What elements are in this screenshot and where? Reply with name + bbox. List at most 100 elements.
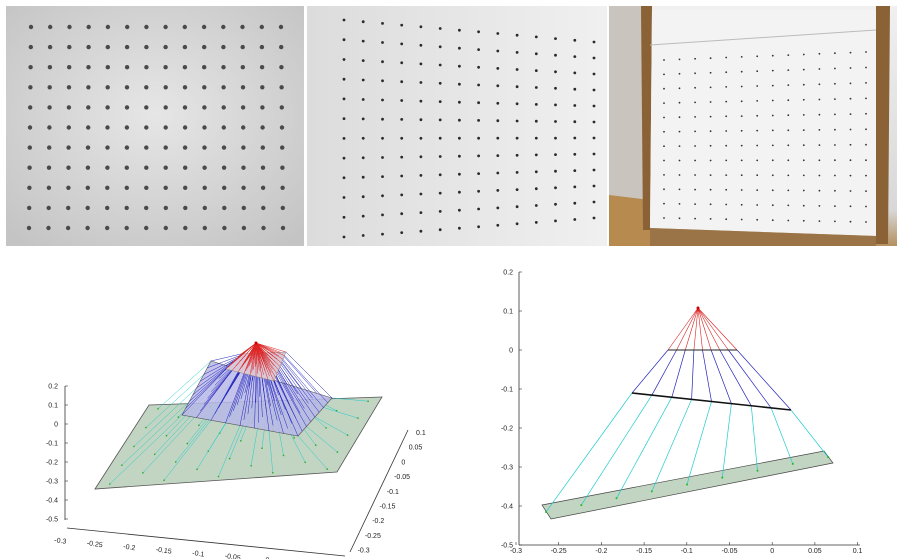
grid-dot	[124, 145, 130, 150]
grid-dot	[86, 125, 91, 130]
far-point	[650, 490, 653, 493]
grid-dot	[515, 171, 519, 174]
apex-ray	[255, 342, 278, 374]
grid-dot	[438, 191, 442, 195]
grid-dot	[105, 85, 110, 90]
grid-dot	[279, 44, 284, 50]
grid-dot	[694, 145, 696, 147]
grid-dot	[554, 219, 557, 223]
grid-dot	[361, 156, 365, 160]
far-ray	[323, 407, 358, 419]
grid-dot	[144, 85, 149, 90]
mid-ray	[247, 369, 254, 415]
grid-dot	[241, 165, 246, 170]
grid-dot	[678, 116, 681, 119]
apex-ray	[255, 342, 285, 356]
grid-dot	[834, 144, 836, 146]
apex-ray	[255, 342, 263, 379]
grid-dot	[496, 189, 500, 192]
grid-dot	[725, 71, 728, 74]
far-ray	[268, 430, 274, 473]
y-tick-label: -0.05	[394, 474, 410, 481]
mid-ray	[199, 359, 236, 382]
grid-dot	[802, 98, 805, 101]
grid-dot	[678, 72, 681, 75]
grid-dot	[771, 84, 774, 87]
far-point	[335, 409, 338, 412]
grid-dot	[259, 65, 265, 70]
grid-dot	[694, 188, 696, 191]
grid-dot	[261, 205, 266, 211]
grid-dot	[182, 65, 188, 70]
grid-dot	[678, 101, 681, 104]
grid-dot	[458, 28, 461, 32]
grid-dot	[240, 44, 245, 50]
grid-dot	[202, 65, 207, 70]
apex-ray	[255, 342, 287, 353]
grid-dot	[241, 205, 246, 211]
grid-dot	[342, 196, 346, 199]
far-point	[153, 453, 156, 456]
grid-dot	[834, 220, 836, 223]
photo-dot-grid-frontal	[6, 6, 304, 246]
z-tick-label: -0.5	[46, 517, 58, 524]
mid-ray	[267, 379, 284, 434]
grid-dot	[400, 212, 404, 216]
grid-dot	[592, 88, 596, 92]
grid-dot	[834, 67, 836, 70]
z-tick-label: -0.3	[46, 479, 58, 486]
grid-dot	[849, 128, 852, 131]
grid-dot	[865, 128, 867, 131]
grid-dot	[400, 155, 404, 159]
apex-ray	[255, 342, 275, 382]
grid-dot	[221, 145, 227, 150]
grid-dot	[554, 136, 557, 140]
far-point	[686, 483, 688, 486]
grid-dot	[124, 125, 130, 130]
far-point	[325, 427, 327, 429]
grid-dot	[477, 30, 480, 34]
x-tick-label: -0.2	[595, 548, 607, 555]
grid-dot	[202, 145, 207, 150]
grid-dot	[361, 234, 365, 237]
x-tick-label: 0.1	[853, 548, 863, 555]
grid-dot	[592, 200, 596, 204]
far-point	[174, 461, 177, 463]
far-point	[228, 457, 231, 460]
grid-dot	[740, 115, 743, 117]
grid-dot	[787, 174, 790, 177]
far-point	[133, 445, 135, 448]
far-ray	[721, 403, 732, 478]
grid-dot	[438, 63, 442, 67]
x-tick-label: -0.3	[54, 537, 67, 546]
grid-dot	[865, 66, 867, 69]
z-tick-label: 0.2	[48, 384, 58, 391]
grid-dot	[756, 114, 759, 117]
apex-ray	[697, 307, 738, 351]
grid-dot	[222, 185, 227, 190]
grid-dot	[694, 86, 696, 89]
far-point	[196, 468, 198, 471]
grid-dot	[725, 174, 728, 177]
grid-dot	[573, 136, 577, 140]
photo-dot-grid-oblique	[307, 6, 607, 246]
grid-dot	[85, 205, 90, 211]
grid-dot	[787, 69, 790, 71]
grid-dot	[834, 113, 836, 116]
far-ray	[142, 410, 201, 473]
grid-dot	[361, 59, 365, 62]
grid-dot	[27, 165, 32, 170]
grid-dot	[240, 105, 246, 110]
grid-dot	[144, 225, 149, 231]
grid-dot	[802, 114, 805, 116]
far-point	[721, 476, 724, 479]
grid-dot	[85, 165, 91, 170]
far-point	[580, 504, 583, 507]
grid-dot	[834, 205, 836, 208]
grid-dot	[105, 44, 111, 50]
grid-dot	[818, 129, 821, 131]
grid-dot	[183, 205, 188, 211]
grid-dot	[361, 214, 365, 218]
grid-dot	[240, 65, 245, 70]
grid-dot	[678, 130, 681, 133]
